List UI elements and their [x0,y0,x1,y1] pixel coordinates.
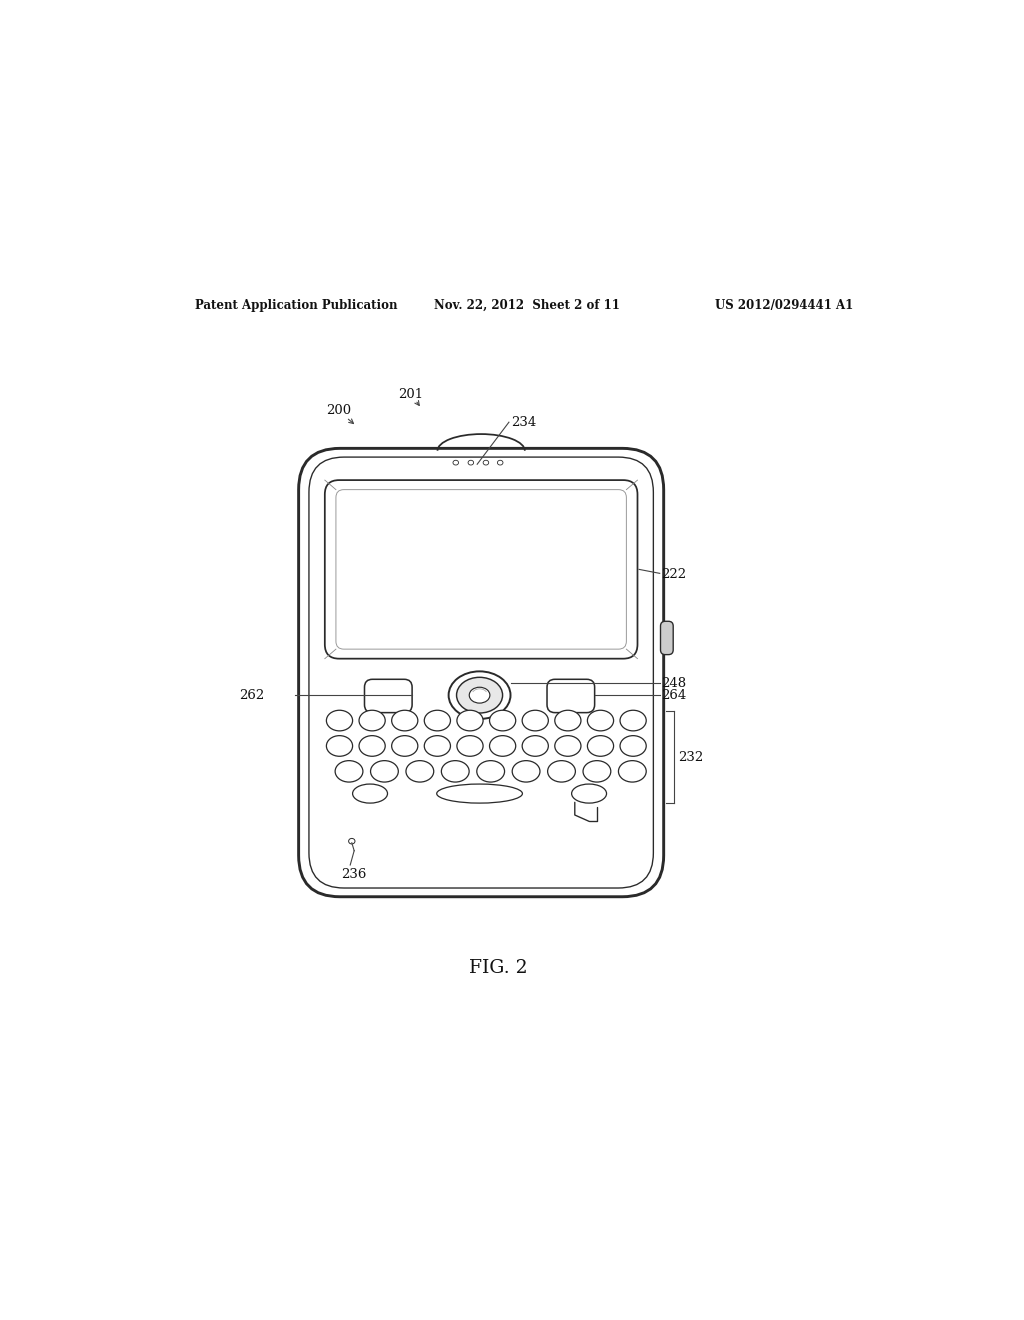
Ellipse shape [571,784,606,803]
Ellipse shape [588,710,613,731]
Text: US 2012/0294441 A1: US 2012/0294441 A1 [715,300,854,312]
Text: Patent Application Publication: Patent Application Publication [196,300,398,312]
Ellipse shape [457,677,503,713]
Ellipse shape [555,710,581,731]
Ellipse shape [391,710,418,731]
Ellipse shape [621,735,646,756]
Ellipse shape [348,838,355,843]
Ellipse shape [457,735,483,756]
Ellipse shape [555,735,581,756]
Ellipse shape [441,760,469,781]
Ellipse shape [477,760,505,781]
Ellipse shape [469,688,489,704]
Text: Nov. 22, 2012  Sheet 2 of 11: Nov. 22, 2012 Sheet 2 of 11 [433,300,620,312]
Ellipse shape [512,760,540,781]
FancyBboxPatch shape [660,622,673,655]
Ellipse shape [489,735,516,756]
Ellipse shape [436,784,522,803]
Ellipse shape [583,760,610,781]
Text: FIG. 2: FIG. 2 [469,960,528,977]
Ellipse shape [424,735,451,756]
FancyBboxPatch shape [336,490,627,649]
Ellipse shape [588,735,613,756]
Ellipse shape [327,735,352,756]
Ellipse shape [522,710,548,731]
Ellipse shape [489,710,516,731]
Ellipse shape [371,760,398,781]
Text: 248: 248 [662,677,686,690]
Ellipse shape [359,710,385,731]
Ellipse shape [359,735,385,756]
Text: 201: 201 [397,388,423,401]
Ellipse shape [548,760,575,781]
Text: 222: 222 [662,568,686,581]
Text: 200: 200 [327,404,351,417]
Ellipse shape [424,710,451,731]
FancyBboxPatch shape [547,680,595,713]
Ellipse shape [327,710,352,731]
Text: 232: 232 [678,751,703,763]
Ellipse shape [406,760,434,781]
FancyBboxPatch shape [365,680,412,713]
FancyBboxPatch shape [325,480,638,659]
Ellipse shape [522,735,548,756]
Ellipse shape [352,784,387,803]
Text: 262: 262 [240,689,264,702]
Ellipse shape [391,735,418,756]
Ellipse shape [618,760,646,781]
Text: 264: 264 [662,689,686,702]
Ellipse shape [621,710,646,731]
Ellipse shape [449,672,511,719]
Ellipse shape [335,760,362,781]
Text: 234: 234 [511,417,537,429]
Text: 236: 236 [341,869,366,880]
Ellipse shape [457,710,483,731]
FancyBboxPatch shape [299,449,664,896]
